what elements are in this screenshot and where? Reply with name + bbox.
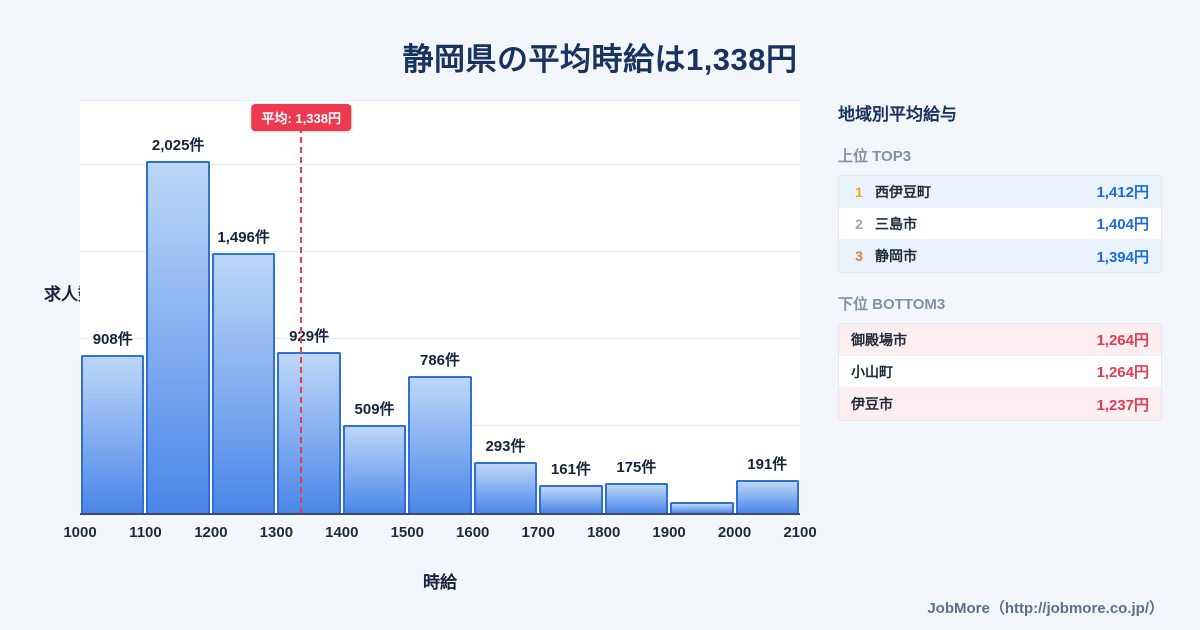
x-axis-ticks: 1000 1100 1200 1300 1400 1500 1600 1700 1800 1900… bbox=[63, 524, 816, 544]
histogram-bar bbox=[146, 160, 210, 513]
x-tick-label: 2000 bbox=[717, 524, 752, 541]
table-row: 1 西伊豆町 1,412円 bbox=[839, 176, 1161, 208]
x-tick-label: 1500 bbox=[390, 524, 424, 541]
bar-value-label: 509件 bbox=[354, 400, 395, 418]
region-name: 伊豆市 bbox=[851, 396, 893, 412]
bottom3-heading: 下位 BOTTOM3 bbox=[838, 296, 946, 313]
x-tick-label: 1700 bbox=[521, 524, 555, 541]
bar-value-label: 908件 bbox=[92, 331, 133, 349]
histogram-bar bbox=[670, 501, 734, 513]
wage-value: 1,264円 bbox=[1096, 364, 1149, 381]
rank-badge: 2 bbox=[855, 215, 863, 232]
region-name: 三島市 bbox=[875, 215, 917, 232]
wage-value: 1,237円 bbox=[1096, 396, 1149, 414]
gridline bbox=[80, 251, 800, 253]
x-tick-label: 1200 bbox=[194, 524, 228, 541]
histogram-bar bbox=[277, 351, 341, 513]
bottom3-table: 御殿場市 1,264円 小山町 1,264円 伊豆市 1,237円 bbox=[838, 323, 1162, 421]
bar-value-label: 786件 bbox=[419, 352, 461, 370]
table-row: 伊豆市 1,237円 bbox=[839, 388, 1161, 420]
x-tick-label: 1000 bbox=[63, 524, 97, 541]
histogram-bar bbox=[735, 479, 799, 513]
rank-badge: 1 bbox=[855, 183, 863, 200]
x-axis-label: 時給 bbox=[423, 573, 457, 592]
table-row: 2 三島市 1,404円 bbox=[839, 208, 1161, 240]
region-name: 西伊豆町 bbox=[875, 183, 931, 200]
wage-value: 1,394円 bbox=[1096, 248, 1149, 266]
wage-value: 1,264円 bbox=[1096, 332, 1149, 349]
rank-badge: 3 bbox=[855, 248, 863, 264]
region-panel: 地域別平均給与 上位 TOP3 1 西伊豆町 1,412円 2 三島市 1,404円 3 静岡… bbox=[838, 100, 1162, 421]
histogram-plot: 平均: 1,338円 908件 2,025件 1,496件 929件 509件 786件 2… bbox=[80, 100, 800, 515]
region-name: 静岡市 bbox=[875, 248, 917, 264]
gridline bbox=[80, 164, 800, 166]
x-tick-label: 1900 bbox=[652, 524, 686, 541]
x-tick-label: 1300 bbox=[259, 524, 294, 541]
table-row: 小山町 1,264円 bbox=[839, 356, 1161, 388]
bar-value-label: 1,496件 bbox=[217, 228, 270, 246]
x-tick-label: 1400 bbox=[325, 524, 359, 541]
bar-value-label: 293件 bbox=[485, 438, 526, 456]
histogram-bar bbox=[539, 485, 603, 513]
bar-value-label: 175件 bbox=[616, 458, 657, 476]
wage-value: 1,412円 bbox=[1096, 184, 1149, 201]
x-tick-label: 2100 bbox=[783, 524, 817, 541]
region-name: 御殿場市 bbox=[851, 331, 907, 348]
histogram-bar bbox=[211, 252, 276, 513]
average-badge: 平均: 1,338円 bbox=[251, 104, 351, 131]
histogram-bar bbox=[342, 424, 407, 513]
bar-value-label: 2,025件 bbox=[151, 136, 205, 154]
bar-value-label: 929件 bbox=[289, 327, 330, 345]
average-line bbox=[300, 127, 303, 513]
histogram-bar bbox=[604, 482, 669, 513]
wage-value: 1,404円 bbox=[1096, 216, 1149, 233]
bar-value-label: 161件 bbox=[550, 461, 591, 479]
credit: JobMore（http://jobmore.co.jp/） bbox=[927, 600, 1164, 617]
x-tick-label: 1600 bbox=[456, 524, 490, 541]
histogram-bar bbox=[473, 462, 538, 513]
table-row: 御殿場市 1,264円 bbox=[839, 324, 1161, 356]
histogram-bar bbox=[81, 355, 145, 513]
page-title: 静岡県の平均時給は1,338円 bbox=[402, 42, 798, 77]
top3-heading: 上位 TOP3 bbox=[838, 148, 912, 165]
region-panel-title: 地域別平均給与 bbox=[838, 105, 957, 124]
top3-table: 1 西伊豆町 1,412円 2 三島市 1,404円 3 静岡市 1,394円 bbox=[838, 175, 1162, 273]
bar-value-label: 191件 bbox=[747, 455, 788, 473]
histogram-bar bbox=[408, 376, 472, 513]
x-tick-label: 1800 bbox=[586, 524, 621, 541]
table-row: 3 静岡市 1,394円 bbox=[839, 240, 1161, 272]
region-name: 小山町 bbox=[851, 363, 893, 380]
x-tick-label: 1100 bbox=[129, 524, 162, 541]
gridline bbox=[80, 338, 800, 340]
